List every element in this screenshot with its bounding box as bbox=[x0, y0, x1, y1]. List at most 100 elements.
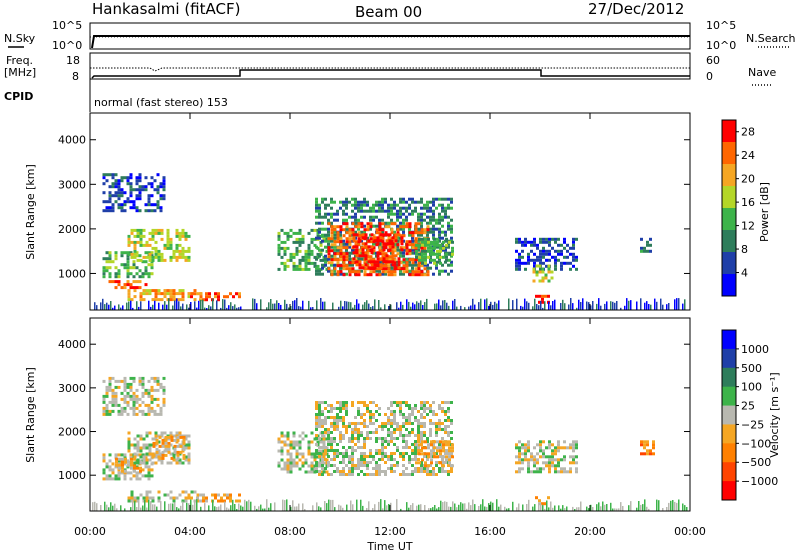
colorbar-tick-label-3: 16 bbox=[741, 196, 755, 209]
cpid-label: CPID bbox=[4, 90, 33, 103]
velocity-ylabel: Slant Range [km] bbox=[24, 367, 37, 463]
nsky-label: N.Sky bbox=[4, 32, 36, 45]
colorbar-swatch-5 bbox=[722, 230, 736, 253]
scatter-region-7 bbox=[277, 431, 329, 474]
freq-tick-bottom: 8 bbox=[72, 70, 79, 83]
time-tick-label-2: 08:00 bbox=[274, 525, 306, 538]
colorbar-tick-label-2: 100 bbox=[741, 381, 762, 394]
colorbar-swatch-3 bbox=[722, 186, 736, 209]
y-tick-label-2: 3000 bbox=[58, 382, 86, 395]
power-colorbar-label: Power [dB] bbox=[758, 182, 771, 242]
scatter-region-2 bbox=[115, 457, 142, 473]
colorbar-tick-label-4: −25 bbox=[741, 418, 764, 431]
beam-title: Beam 00 bbox=[355, 3, 422, 21]
scatter-region-13 bbox=[535, 294, 550, 304]
scatter-region-6 bbox=[190, 493, 241, 503]
noise-tick-left-bottom: 10^0 bbox=[52, 39, 82, 52]
station-title: Hankasalmi (fitACF) bbox=[92, 0, 240, 18]
time-tick-label-3: 12:00 bbox=[374, 525, 406, 538]
freq-label: Freq. bbox=[6, 54, 33, 67]
freq-panel: Freq. [MHz] 18 8 60 0 Nave bbox=[4, 52, 776, 86]
freq-unit-label: [MHz] bbox=[4, 66, 36, 79]
nave-tick-top: 60 bbox=[706, 54, 720, 67]
scatter-region-14 bbox=[640, 237, 652, 253]
colorbar-swatch-0 bbox=[722, 120, 736, 143]
noise-tick-right-top: 10^5 bbox=[706, 19, 736, 32]
time-axis-title: Time UT bbox=[366, 540, 412, 553]
colorbar-swatch-1 bbox=[722, 142, 736, 165]
y-tick-label-0: 1000 bbox=[58, 267, 86, 280]
nsearch-label: N.Search bbox=[746, 32, 796, 45]
colorbar-swatch-2 bbox=[722, 164, 736, 187]
scatter-region-0 bbox=[102, 173, 166, 213]
near-range-speckle bbox=[94, 298, 686, 310]
noise-tick-right-bottom: 10^0 bbox=[706, 39, 736, 52]
y-tick-label-3: 4000 bbox=[58, 134, 86, 147]
power-heatmap bbox=[94, 173, 686, 310]
nave-trace bbox=[90, 67, 690, 72]
colorbar-tick-label-1: 8 bbox=[741, 243, 748, 256]
colorbar-tick-label-0: 1000 bbox=[741, 343, 769, 356]
colorbar-tick-label-6: −500 bbox=[741, 456, 771, 469]
colorbar-tick-label-5: 24 bbox=[741, 149, 755, 162]
scatter-region-0 bbox=[102, 376, 166, 416]
colorbar-swatch-3 bbox=[722, 386, 736, 407]
colorbar-swatch-0 bbox=[722, 330, 736, 350]
time-tick-label-6: 00:00 bbox=[674, 525, 706, 538]
y-tick-label-2: 3000 bbox=[58, 178, 86, 191]
nsky-trace bbox=[91, 35, 690, 49]
velocity-y-axis: 1000 2000 3000 4000 bbox=[58, 338, 690, 482]
time-tick-label-5: 20:00 bbox=[574, 525, 606, 538]
power-colorbar: 4 8 12 16 20 24 28 bbox=[721, 119, 755, 297]
time-tick-label-0: 00:00 bbox=[74, 525, 106, 538]
scatter-region-1 bbox=[102, 453, 154, 481]
time-axis-labels: 00:00 04:00 08:00 12:00 16:00 20:00 00:00 bbox=[74, 525, 706, 538]
power-x-axis bbox=[89, 113, 691, 310]
y-tick-label-1: 2000 bbox=[58, 223, 86, 236]
velocity-colorbar: 1000 500 100 25 −25 −100 −500 −1000 bbox=[721, 329, 778, 501]
velocity-colorbar-label: Velocity [m s⁻¹] bbox=[768, 372, 781, 457]
time-tick-label-1: 04:00 bbox=[174, 525, 206, 538]
colorbar-tick-label-7: −1000 bbox=[741, 475, 778, 488]
y-tick-label-0: 1000 bbox=[58, 469, 86, 482]
scatter-region-5 bbox=[190, 292, 241, 302]
scatter-region-11 bbox=[535, 496, 550, 506]
freq-tick-top: 18 bbox=[66, 54, 80, 67]
colorbar-swatch-4 bbox=[722, 405, 736, 425]
colorbar-frame bbox=[721, 329, 737, 501]
colorbar-tick-label-0: 4 bbox=[741, 267, 748, 280]
scatter-region-2 bbox=[127, 228, 191, 262]
colorbar-tick-label-5: −100 bbox=[741, 437, 771, 450]
power-ylabel: Slant Range [km] bbox=[24, 164, 37, 260]
time-tick-label-4: 16:00 bbox=[474, 525, 506, 538]
power-y-axis: 1000 2000 3000 4000 bbox=[58, 134, 690, 280]
noise-tick-left-top: 10^5 bbox=[52, 19, 82, 32]
velocity-panel: 1000 2000 3000 4000 Slant Range [km] 1000 50… bbox=[24, 317, 781, 512]
colorbar-swatch-6 bbox=[722, 252, 736, 275]
velocity-x-axis bbox=[89, 318, 691, 511]
colorbar-swatch-1 bbox=[722, 348, 736, 369]
near-range-speckle bbox=[92, 499, 688, 511]
power-panel: 1000 2000 3000 4000 Slant Range [km] 4 8 12 16… bbox=[24, 112, 771, 311]
scatter-region-8 bbox=[315, 401, 453, 476]
scatter-region-10 bbox=[515, 440, 578, 474]
colorbar-swatch-4 bbox=[722, 208, 736, 231]
colorbar-swatch-2 bbox=[722, 367, 736, 388]
scatter-region-9 bbox=[415, 440, 454, 468]
colorbar-tick-label-2: 12 bbox=[741, 220, 755, 233]
scatter-region-12 bbox=[640, 440, 655, 456]
scatter-region-10 bbox=[415, 237, 454, 265]
colorbar-swatch-6 bbox=[722, 443, 736, 463]
freq-trace bbox=[91, 69, 690, 79]
nave-tick-bottom: 0 bbox=[706, 70, 713, 83]
scatter-region-9 bbox=[352, 233, 404, 270]
colorbar-swatch-7 bbox=[722, 462, 736, 482]
y-tick-label-3: 4000 bbox=[58, 338, 86, 351]
colorbar-tick-label-4: 20 bbox=[741, 173, 755, 186]
nave-label: Nave bbox=[748, 66, 776, 79]
cpid-panel: CPID normal (fast stereo) 153 bbox=[4, 79, 228, 112]
scatter-region-4 bbox=[127, 289, 203, 302]
colorbar-frame bbox=[721, 119, 737, 297]
scatter-region-1 bbox=[102, 251, 154, 279]
